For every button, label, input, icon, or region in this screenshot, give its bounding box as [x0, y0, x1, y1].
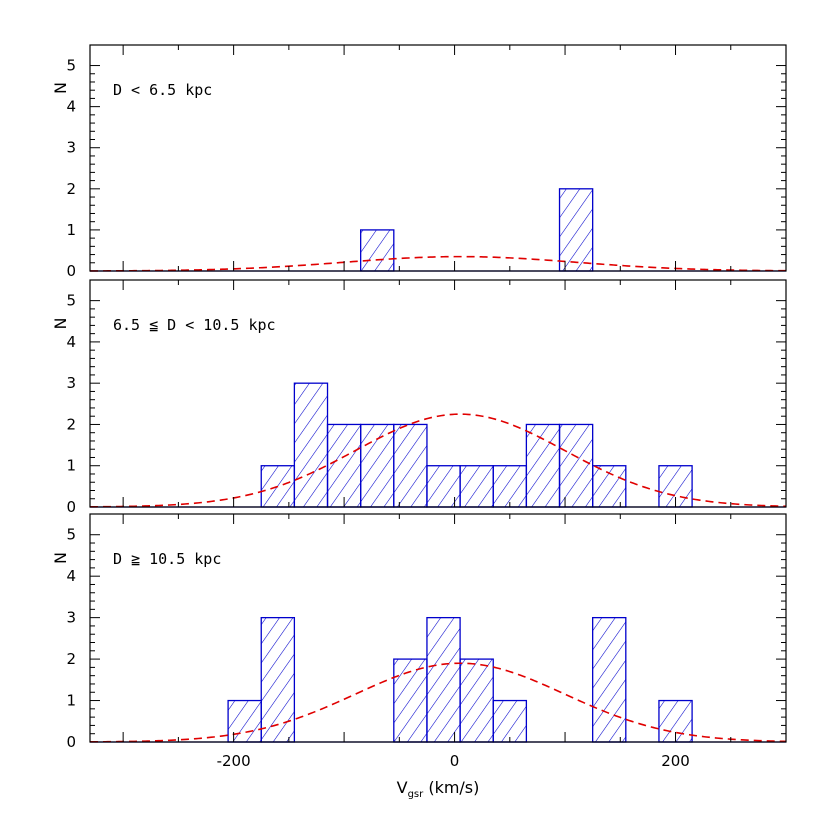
- y-tick-label: 5: [66, 292, 76, 310]
- panel-frame: [89, 513, 787, 743]
- histogram-bar: [525, 423, 561, 508]
- histogram-bar: [558, 423, 594, 508]
- y-tick-label: 0: [66, 262, 76, 280]
- histogram-bar: [360, 229, 395, 272]
- panel-label: D < 6.5 kpc: [113, 81, 212, 99]
- histogram-bar: [592, 465, 627, 508]
- histogram-bar: [592, 616, 627, 743]
- panel-frame: [89, 279, 787, 508]
- y-tick-label: 1: [66, 692, 76, 710]
- histogram-bars: [360, 188, 594, 272]
- y-axis-title: N: [51, 552, 70, 564]
- histogram-bar: [558, 188, 594, 272]
- y-tick-label: 4: [66, 98, 76, 116]
- histogram-bar: [360, 423, 395, 508]
- histogram-bar: [426, 616, 461, 743]
- ticks: [90, 514, 787, 743]
- gaussian-fit-curve: [90, 255, 787, 272]
- x-tick-label: 0: [450, 752, 460, 770]
- y-tick-label: 1: [66, 457, 76, 475]
- histogram-bars: [227, 616, 693, 743]
- histogram-bar: [393, 658, 428, 743]
- panel-label: D ≧ 10.5 kpc: [113, 550, 221, 568]
- histogram-bar: [459, 658, 494, 743]
- histogram-bar: [293, 382, 329, 508]
- y-tick-label: 3: [66, 139, 76, 157]
- x-axis-title-main: V: [397, 778, 408, 797]
- x-tick-label: 200: [661, 752, 690, 770]
- histogram-bar: [459, 465, 494, 508]
- histogram-bar: [326, 423, 362, 508]
- y-axis-title: N: [51, 318, 70, 330]
- panels-group: 0 1 2 3 4 5 N D < 6.5 kpc 0 1 2 3 4 5 N 6.5 ≦ D < 10.5 …: [51, 44, 787, 770]
- x-tick-label: -200: [217, 752, 251, 770]
- panel-label: 6.5 ≦ D < 10.5 kpc: [113, 316, 276, 334]
- y-tick-label: 5: [66, 57, 76, 75]
- y-axis-title: N: [51, 82, 70, 94]
- y-tick-label: 4: [66, 333, 76, 351]
- histogram-bars: [260, 382, 693, 508]
- x-axis-title: Vgsr (km/s): [397, 778, 480, 800]
- histogram-bar: [393, 423, 428, 508]
- histogram-bar: [426, 465, 461, 508]
- panel-frame: [89, 44, 787, 272]
- gaussian-fit-curve: [89, 662, 787, 743]
- histogram-bar: [227, 699, 262, 743]
- y-tick-label: 3: [66, 609, 76, 627]
- y-tick-label: 4: [66, 567, 76, 585]
- y-tick-label: 1: [66, 221, 76, 239]
- y-tick-label: 0: [66, 733, 76, 751]
- x-axis-title-units: (km/s): [423, 778, 479, 797]
- y-tick-label: 2: [66, 180, 76, 198]
- y-tick-label: 0: [66, 498, 76, 516]
- histogram-bar: [260, 616, 296, 743]
- histogram-bar: [492, 465, 528, 508]
- histogram-bar: [492, 699, 528, 743]
- ticks: [90, 280, 787, 508]
- panel-2: 0 1 2 3 4 5 N 6.5 ≦ D < 10.5 kpc: [51, 279, 787, 516]
- panel-3: 0 1 2 3 4 5 N D ≧ 10.5 kpc -200 0 200: [51, 513, 787, 770]
- gaussian-fit-curve: [89, 413, 787, 508]
- panel-1: 0 1 2 3 4 5 N D < 6.5 kpc: [51, 44, 787, 280]
- y-tick-label: 5: [66, 526, 76, 544]
- y-tick-label: 3: [66, 374, 76, 392]
- y-tick-label: 2: [66, 650, 76, 668]
- y-tick-label: 2: [66, 415, 76, 433]
- ticks: [90, 45, 787, 272]
- x-axis-title-subscript: gsr: [408, 789, 425, 800]
